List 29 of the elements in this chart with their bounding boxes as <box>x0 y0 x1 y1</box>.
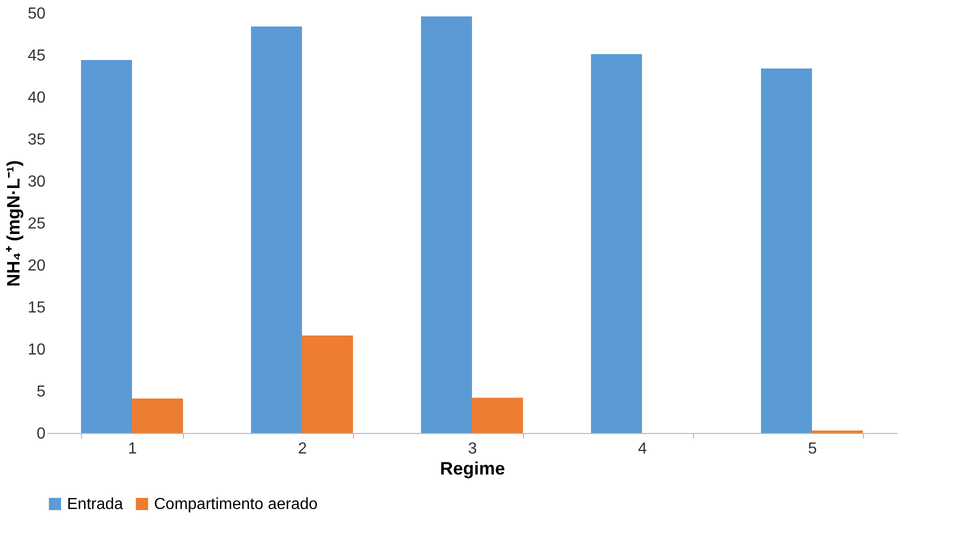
y-tick-label: 20 <box>28 258 46 274</box>
y-tick-label: 25 <box>28 216 46 232</box>
bar <box>812 430 863 433</box>
y-tick-label: 45 <box>28 48 46 64</box>
y-tick-label: 0 <box>36 426 46 442</box>
y-tick-label: 5 <box>36 384 46 400</box>
bar <box>132 398 183 433</box>
y-tick-label: 15 <box>28 300 46 316</box>
x-tick-label: 2 <box>298 440 308 458</box>
legend-label: Compartimento aerado <box>154 496 318 513</box>
y-tick-label: 35 <box>28 132 46 148</box>
y-tick-label: 30 <box>28 174 46 190</box>
y-tick-label: 40 <box>28 90 46 106</box>
x-axis-title: Regime <box>440 458 506 478</box>
y-tick-label: 50 <box>28 6 46 22</box>
bar <box>591 54 642 433</box>
x-tick-label: 5 <box>808 440 818 458</box>
bar <box>472 398 523 433</box>
bar <box>251 26 302 433</box>
x-tick-label: 1 <box>128 440 138 458</box>
x-tick-label: 4 <box>638 440 648 458</box>
y-axis-title: NH₄⁺ (mgN·L⁻¹) <box>4 160 24 287</box>
x-tick-label: 3 <box>468 440 478 458</box>
bar <box>421 16 472 433</box>
bar <box>761 68 812 433</box>
legend-label: Entrada <box>67 496 124 513</box>
y-tick-label: 10 <box>28 342 46 358</box>
bar <box>302 336 353 433</box>
bar <box>81 60 132 433</box>
